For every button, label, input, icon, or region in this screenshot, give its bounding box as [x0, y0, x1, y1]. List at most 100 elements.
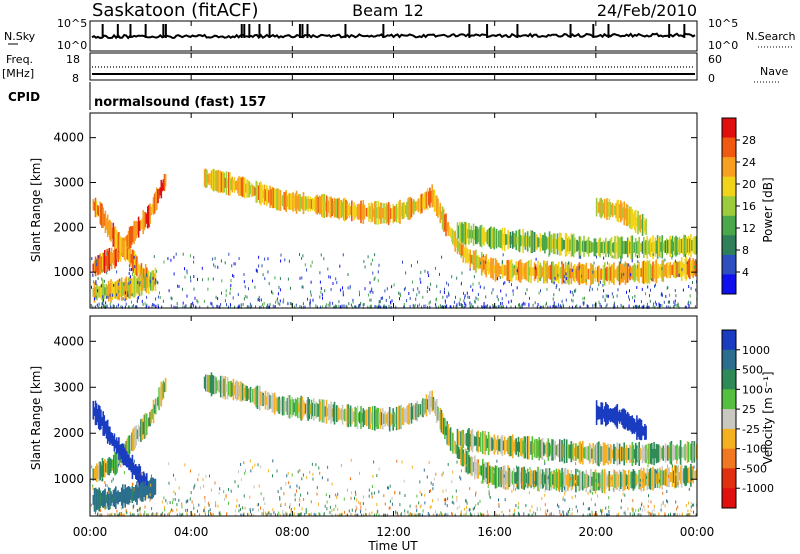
- power-echo-mark: [506, 260, 508, 281]
- velocity-noise-mark: [289, 485, 291, 489]
- velocity-echo-mark: [526, 436, 529, 460]
- power-echo-mark: [270, 189, 273, 206]
- power-echo-mark: [132, 275, 135, 298]
- power-noise-mark: [646, 302, 648, 306]
- velocity-noise-mark: [477, 502, 479, 506]
- velocity-noise-mark: [292, 513, 294, 517]
- power-noise-mark: [192, 301, 194, 305]
- velocity-echo-mark: [556, 444, 559, 457]
- velocity-noise-mark: [688, 487, 690, 491]
- velocity-noise-mark: [164, 508, 166, 512]
- velocity-noise-mark: [411, 513, 413, 516]
- power-noise-mark: [267, 270, 269, 274]
- velocity-noise-mark: [435, 472, 437, 476]
- velocity-noise-mark: [297, 513, 299, 517]
- velocity-noise-mark: [601, 508, 603, 512]
- power-echo-mark: [441, 206, 444, 230]
- velocity-echo-mark: [488, 435, 491, 452]
- power-noise-mark: [628, 304, 630, 308]
- power-noise-mark: [455, 295, 456, 299]
- power-noise-mark: [417, 287, 419, 291]
- power-noise-mark: [269, 305, 270, 309]
- power-noise-mark: [666, 286, 668, 290]
- power-echo-mark: [214, 170, 216, 190]
- velocity-echo-mark: [135, 464, 137, 480]
- power-echo-mark: [509, 259, 512, 282]
- velocity-echo-mark: [525, 473, 528, 484]
- power-echo-mark: [151, 270, 153, 292]
- power-echo-mark: [562, 239, 565, 250]
- power-noise-mark: [267, 303, 269, 307]
- power-echo-mark: [659, 266, 661, 276]
- velocity-noise-mark: [282, 512, 284, 516]
- velocity-echo-mark: [345, 410, 347, 420]
- velocity-echo-mark: [313, 398, 315, 421]
- power-noise-mark: [220, 259, 222, 263]
- power-noise-mark: [186, 271, 188, 275]
- velocity-noise-mark: [203, 508, 205, 512]
- power-colorbar-segment: [722, 137, 736, 158]
- velocity-echo-mark: [594, 444, 597, 464]
- velocity-noise-mark: [465, 499, 467, 503]
- velocity-echo-mark: [286, 398, 289, 415]
- power-echo-mark: [272, 187, 275, 209]
- velocity-noise-mark: [208, 509, 210, 513]
- power-echo-mark: [215, 170, 217, 192]
- power-noise-mark: [554, 277, 556, 280]
- power-echo-mark: [597, 266, 599, 283]
- velocity-noise-mark: [100, 513, 102, 517]
- power-noise-mark: [113, 305, 115, 308]
- velocity-echo-mark: [267, 391, 269, 411]
- power-noise-mark: [565, 272, 567, 276]
- velocity-echo-mark: [96, 463, 98, 482]
- velocity-echo-mark: [644, 445, 646, 463]
- velocity-echo-mark: [638, 469, 640, 490]
- velocity-echo-mark: [142, 481, 144, 502]
- velocity-noise-mark: [541, 497, 543, 501]
- power-noise-mark: [404, 286, 406, 290]
- power-noise-mark: [319, 271, 321, 275]
- power-noise-mark: [576, 304, 578, 308]
- velocity-echo-mark: [634, 422, 637, 432]
- velocity-echo-mark: [338, 408, 340, 420]
- velocity-noise-mark: [207, 501, 209, 505]
- velocity-echo-mark: [607, 405, 609, 425]
- power-echo-mark: [660, 264, 662, 278]
- power-noise-mark: [482, 254, 484, 258]
- power-echo-mark: [419, 194, 422, 214]
- power-noise-mark: [429, 300, 431, 304]
- power-echo-mark: [126, 246, 128, 260]
- velocity-echo-mark: [600, 446, 602, 462]
- power-noise-mark: [444, 299, 446, 303]
- velocity-echo-mark: [114, 451, 116, 476]
- power-echo-mark: [407, 198, 409, 220]
- power-noise-mark: [98, 302, 100, 306]
- power-echo-mark: [292, 192, 294, 212]
- power-noise-mark: [390, 300, 391, 304]
- velocity-echo-mark: [326, 407, 329, 417]
- power-echo-mark: [318, 195, 321, 215]
- power-echo-mark: [247, 180, 250, 198]
- velocity-noise-mark: [416, 509, 418, 513]
- power-echo-mark: [115, 281, 117, 299]
- velocity-noise-mark: [285, 513, 287, 517]
- power-noise-mark: [152, 303, 154, 306]
- power-noise-mark: [276, 298, 278, 302]
- velocity-echo-mark: [275, 396, 277, 412]
- power-noise-mark: [302, 254, 304, 258]
- power-noise-mark: [258, 295, 260, 299]
- power-echo-mark: [413, 199, 415, 215]
- velocity-echo-mark: [585, 447, 588, 459]
- velocity-echo-mark: [664, 443, 667, 463]
- velocity-noise-mark: [357, 513, 359, 517]
- power-noise-mark: [334, 305, 336, 309]
- velocity-noise-mark: [354, 513, 356, 517]
- power-echo-mark: [593, 270, 596, 279]
- power-noise-mark: [649, 299, 651, 303]
- velocity-echo-mark: [469, 457, 471, 474]
- velocity-noise-mark: [139, 513, 141, 516]
- power-echo-mark: [128, 249, 130, 263]
- power-noise-mark: [451, 275, 453, 279]
- power-echo-mark: [551, 234, 553, 253]
- velocity-noise-mark: [260, 492, 262, 496]
